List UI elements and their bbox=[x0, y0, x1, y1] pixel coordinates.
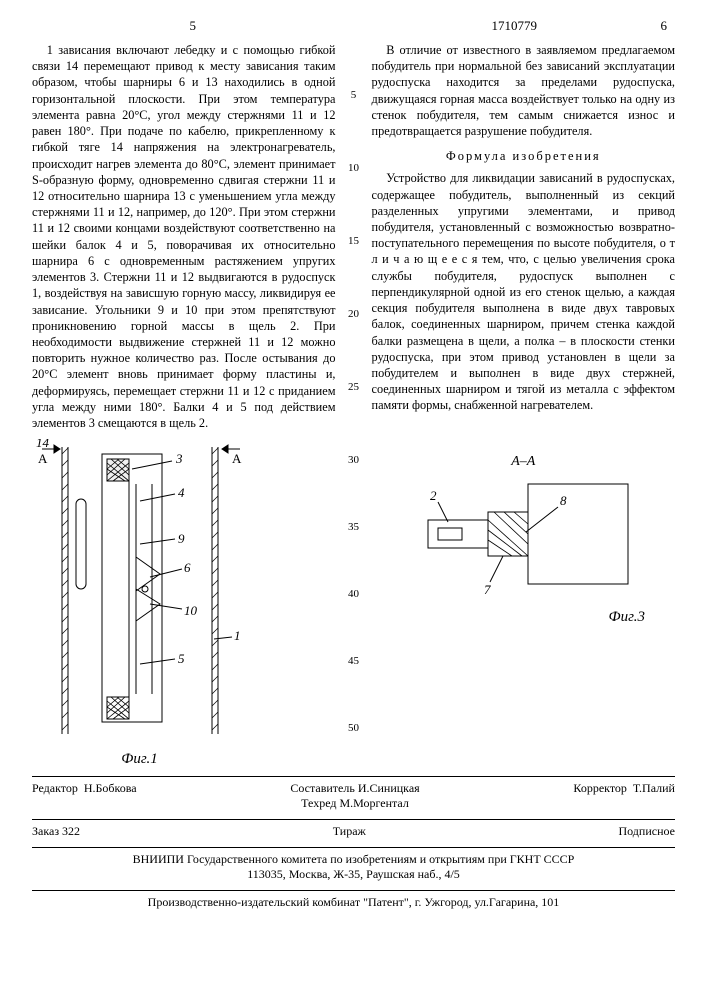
footer-patent: Производственно-издательский комбинат "П… bbox=[32, 895, 675, 910]
page-number-right: 6 bbox=[661, 18, 668, 34]
svg-text:14: 14 bbox=[36, 439, 50, 450]
figure-3: А–А 2 7 8 Фиг.3 bbox=[372, 454, 676, 626]
figure-3-title: А–А bbox=[372, 454, 676, 470]
svg-text:7: 7 bbox=[484, 582, 491, 597]
separator bbox=[32, 819, 675, 820]
svg-text:8: 8 bbox=[560, 493, 567, 508]
line-mark: 50 bbox=[348, 723, 359, 734]
line-mark: 20 bbox=[348, 309, 359, 320]
svg-text:6: 6 bbox=[184, 560, 191, 575]
right-column: В отличие от известного в заявляемом пре… bbox=[354, 42, 676, 768]
composer-techred: Составитель И.Синицкая Техред М.Моргента… bbox=[290, 781, 419, 811]
figure-3-svg: 2 7 8 bbox=[408, 472, 638, 602]
svg-text:5: 5 bbox=[178, 651, 185, 666]
figure-1-svg: 14 3 4 9 6 10 5 1 А А bbox=[32, 439, 247, 744]
left-column: 1 зависания включают лебедку и с помощью… bbox=[32, 42, 354, 768]
svg-text:2: 2 bbox=[430, 488, 437, 503]
figures-row: 14 3 4 9 6 10 5 1 А А Фиг.1 bbox=[32, 439, 336, 768]
tirazh: Тираж bbox=[333, 824, 366, 839]
page-number-left: 5 bbox=[32, 18, 354, 34]
svg-text:10: 10 bbox=[184, 603, 198, 618]
separator bbox=[32, 776, 675, 777]
figure-1-label: Фиг.1 bbox=[32, 751, 247, 768]
line-mark: 15 bbox=[348, 236, 359, 247]
figure-1: 14 3 4 9 6 10 5 1 А А Фиг.1 bbox=[32, 439, 247, 768]
page: 5 1710779 6 5 10 15 20 25 30 35 40 45 50… bbox=[0, 0, 707, 924]
svg-text:4: 4 bbox=[178, 485, 185, 500]
header: 5 1710779 6 bbox=[32, 18, 675, 34]
formula-title: Формула изобретения bbox=[372, 149, 676, 164]
svg-text:3: 3 bbox=[175, 451, 183, 466]
svg-text:1: 1 bbox=[234, 628, 241, 643]
order-row: Заказ 322 Тираж Подписное bbox=[32, 824, 675, 839]
order-number: Заказ 322 bbox=[32, 824, 80, 839]
right-paragraph-2: Устройство для ликвидации зависаний в ру… bbox=[372, 170, 676, 413]
right-paragraph-1: В отличие от известного в заявляемом пре… bbox=[372, 42, 676, 139]
corrector: Корректор Т.Палий bbox=[573, 781, 675, 811]
line-number-ruler: 5 10 15 20 25 30 35 40 45 50 bbox=[348, 42, 359, 734]
svg-text:А: А bbox=[38, 451, 48, 466]
separator bbox=[32, 890, 675, 891]
svg-text:А: А bbox=[232, 451, 242, 466]
footer-vniipi: ВНИИПИ Государственного комитета по изоб… bbox=[32, 852, 675, 882]
columns: 5 10 15 20 25 30 35 40 45 50 1 зависания… bbox=[32, 42, 675, 768]
figure-3-label: Фиг.3 bbox=[372, 609, 676, 626]
line-mark: 25 bbox=[348, 382, 359, 393]
line-mark: 5 bbox=[351, 90, 357, 101]
left-paragraph: 1 зависания включают лебедку и с помощью… bbox=[32, 42, 336, 431]
separator bbox=[32, 847, 675, 848]
line-mark: 40 bbox=[348, 589, 359, 600]
line-mark: 10 bbox=[348, 163, 359, 174]
svg-text:9: 9 bbox=[178, 531, 185, 546]
line-mark: 45 bbox=[348, 656, 359, 667]
line-mark: 35 bbox=[348, 522, 359, 533]
document-number: 1710779 bbox=[354, 18, 676, 34]
line-mark: 30 bbox=[348, 455, 359, 466]
credits: Редактор Н.Бобкова Составитель И.Синицка… bbox=[32, 781, 675, 811]
editor: Редактор Н.Бобкова bbox=[32, 781, 137, 811]
subscription: Подписное bbox=[618, 824, 675, 839]
